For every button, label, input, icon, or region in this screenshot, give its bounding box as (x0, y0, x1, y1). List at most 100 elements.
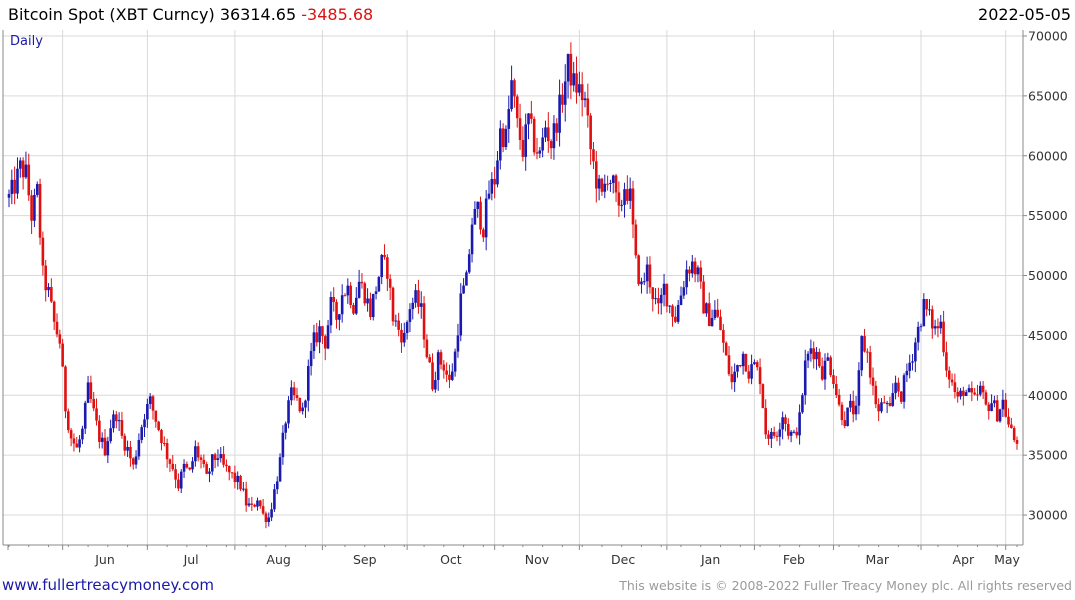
candle-body (78, 439, 81, 448)
candle (456, 323, 460, 358)
candle-body (770, 431, 773, 439)
candle-body (617, 192, 621, 206)
candle (100, 432, 104, 449)
candle-body (366, 298, 369, 304)
candle (377, 276, 381, 292)
candle (772, 426, 776, 439)
candle (620, 199, 624, 212)
candle-body (882, 402, 886, 404)
candle-body (160, 429, 163, 443)
candle (956, 387, 960, 403)
candle (185, 461, 189, 469)
candle-body (213, 454, 217, 460)
candle-body (290, 387, 293, 401)
candle (273, 483, 276, 512)
candle-body (563, 81, 567, 105)
candle-body (360, 281, 364, 284)
y-tick-label: 70000 (1028, 28, 1068, 43)
candle (942, 310, 945, 357)
candle (301, 402, 304, 415)
candle-body (363, 283, 367, 304)
candle (16, 157, 19, 199)
y-tick-label: 35000 (1028, 448, 1068, 463)
candle (123, 433, 127, 456)
candle-body (795, 431, 799, 436)
candle (329, 291, 333, 334)
candle (196, 442, 200, 462)
candle-body (724, 342, 728, 356)
candle-body (640, 281, 643, 285)
x-tick-label: Sep (353, 552, 377, 567)
candle (603, 174, 607, 199)
candle (487, 180, 491, 200)
candle (306, 359, 310, 412)
candle-body (148, 396, 152, 404)
candle-body (210, 454, 214, 472)
candle (383, 244, 386, 260)
candle-body (33, 194, 36, 221)
candle (829, 355, 832, 378)
x-tick-label: Mar (865, 552, 889, 567)
candle-body (185, 463, 189, 468)
candle-body (750, 364, 753, 379)
candle (61, 338, 64, 367)
candle (801, 393, 804, 414)
candle-body (566, 53, 570, 82)
candle-body (846, 407, 849, 427)
candle-body (600, 178, 604, 192)
candle-body (1015, 439, 1019, 444)
candle-body (239, 475, 242, 490)
candle (973, 387, 976, 396)
candle-body (849, 400, 852, 408)
candle-body (473, 208, 477, 225)
candle-body (620, 204, 624, 206)
website-link[interactable]: www.fullertreacymoney.com (2, 576, 215, 594)
candle-body (829, 357, 832, 376)
candle (563, 64, 567, 122)
candle-body (233, 472, 237, 483)
candle (168, 458, 172, 472)
candle (470, 217, 474, 263)
candle (775, 431, 779, 442)
candle (580, 72, 584, 117)
candle-body (482, 229, 485, 238)
candle-body (44, 265, 48, 291)
candle (648, 256, 652, 294)
candle (722, 324, 725, 353)
candle (312, 324, 316, 359)
candle-body (256, 500, 259, 507)
candle-body (386, 257, 389, 279)
candle-body (456, 335, 460, 352)
candle (442, 360, 446, 379)
candle-body (270, 509, 273, 518)
candle-body (453, 351, 457, 372)
candle-body (690, 261, 694, 274)
candle (453, 348, 457, 377)
candle (191, 457, 194, 473)
candle-body (987, 404, 991, 411)
candle (507, 95, 511, 143)
candle-body (154, 410, 158, 422)
candle-body (425, 339, 429, 358)
candle-body (642, 281, 646, 283)
candle (549, 139, 553, 160)
candle-body (106, 441, 110, 456)
candle-body (603, 183, 607, 192)
candle-body (261, 506, 265, 514)
candle-body (911, 361, 914, 363)
candle-body (448, 374, 451, 380)
candle (38, 178, 42, 245)
candle-body (414, 290, 417, 303)
candle-body (397, 320, 400, 330)
candle-body (699, 267, 703, 282)
candle (151, 394, 155, 420)
candle-body (880, 402, 883, 412)
candle (233, 465, 237, 489)
candle (902, 373, 906, 409)
candle (225, 459, 228, 472)
candle (112, 410, 115, 433)
candle (462, 278, 465, 294)
candle-body (515, 96, 519, 119)
candle (171, 455, 175, 472)
candle-body (964, 392, 968, 396)
